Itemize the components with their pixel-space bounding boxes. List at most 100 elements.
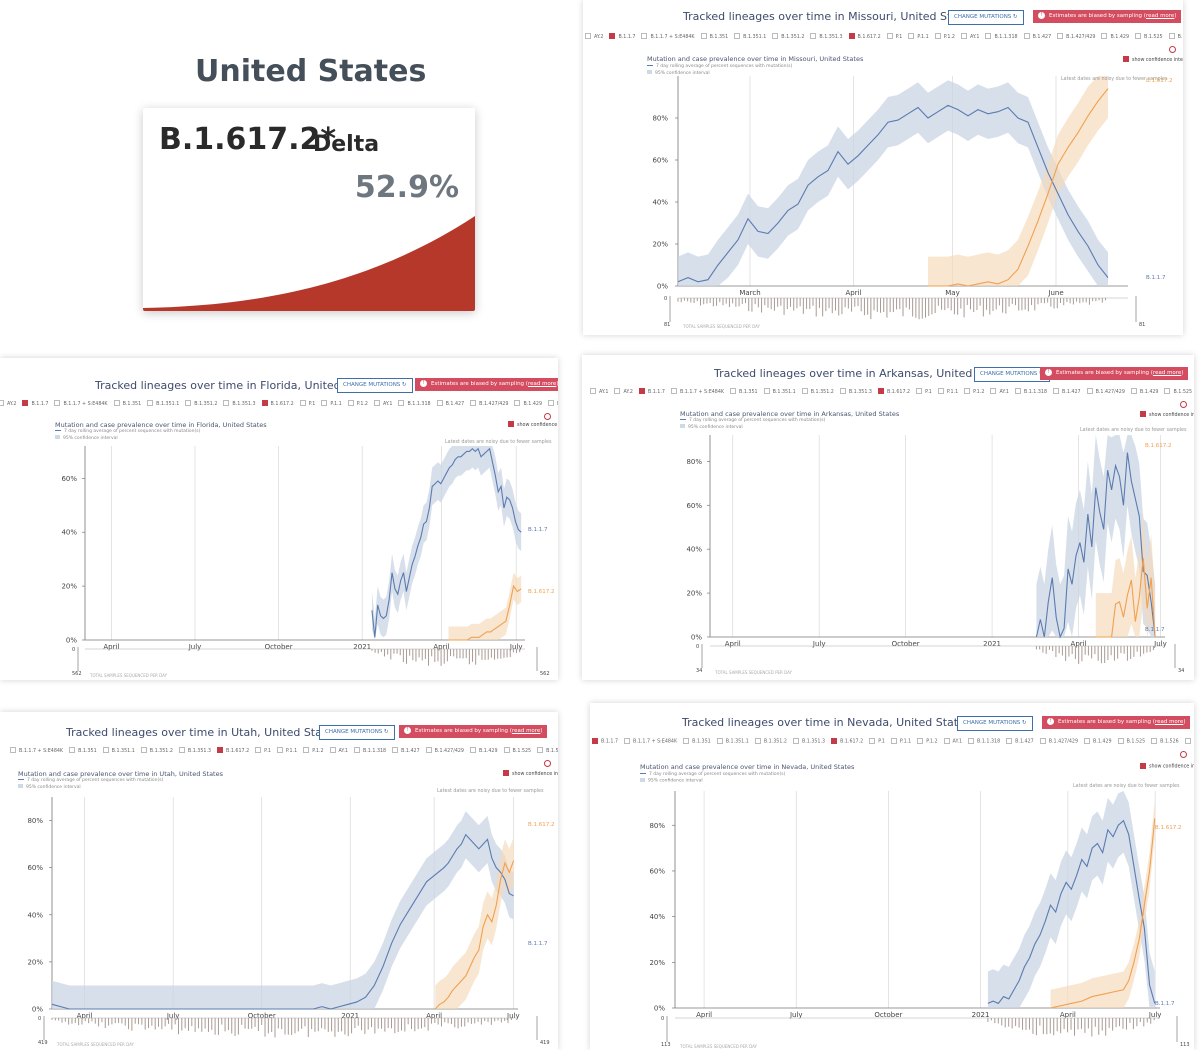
mutation-checkbox[interactable]: B.1.351 — [69, 747, 97, 756]
mutation-checkbox[interactable]: P.1.1 — [276, 747, 297, 756]
mutation-checkbox[interactable]: B.1.429 — [514, 400, 542, 409]
mutation-checkbox[interactable]: B.1.351.2 — [754, 738, 787, 747]
mutation-checkbox[interactable]: B.1.351.3 — [223, 400, 256, 409]
mutation-checkbox[interactable]: P.1.2 — [347, 400, 368, 409]
mutation-checkbox[interactable]: B.1.617.2 — [261, 400, 294, 409]
mutation-checkbox[interactable]: B.1.1.7 + S:E484K — [624, 738, 677, 747]
mutation-checkbox[interactable]: P.1 — [299, 400, 315, 409]
mutation-checkbox[interactable]: B.1.351.2 — [140, 747, 173, 756]
mutation-checkbox[interactable]: B.1.1.7 + S:E484K — [10, 747, 63, 756]
mutation-checkbox[interactable]: B.1.429 — [1084, 738, 1112, 747]
mutation-checkbox[interactable]: B.1.427 — [1053, 388, 1081, 397]
mutation-checkbox[interactable]: B.1.427/429 — [1039, 738, 1078, 747]
mutation-checkbox[interactable]: P.1.2 — [917, 738, 938, 747]
mutation-checkbox[interactable]: B.1.429 — [469, 747, 498, 756]
show-ci-toggle[interactable]: show confidence interval — [1123, 56, 1183, 63]
show-ci-toggle[interactable]: show confidence interval — [508, 421, 558, 428]
mutation-checkbox[interactable]: B.1.351.2 — [185, 400, 217, 409]
mutation-checkbox[interactable]: B.1.617.2 — [831, 738, 863, 747]
mutation-checkbox[interactable]: B.1.429 — [1130, 388, 1158, 397]
zoom-icon[interactable] — [544, 413, 551, 420]
mutation-checkbox[interactable]: P.1 — [869, 738, 885, 747]
mutation-checkbox[interactable]: B.1.351.2 — [801, 388, 834, 397]
mutation-checkbox[interactable]: P.1.2 — [964, 388, 984, 397]
mutation-checkbox[interactable]: B.1.1.7 + S:E484K — [54, 400, 108, 409]
mutation-checkbox[interactable]: B.1.1.318 — [353, 747, 386, 756]
mutation-checkbox[interactable]: AY.1 — [943, 738, 962, 747]
mutation-checkbox[interactable]: AY.2 — [0, 400, 16, 409]
mutation-checkbox[interactable]: P.1.2 — [303, 747, 324, 756]
mutation-checkbox[interactable]: B.1.351.3 — [178, 747, 211, 756]
mutation-checkbox[interactable]: B.1.351.3 — [839, 388, 872, 397]
mutation-checkbox[interactable]: P.1 — [255, 747, 271, 756]
mutation-checkbox[interactable]: B.1.617.2 — [848, 33, 881, 42]
mutation-checkbox[interactable]: P.1.1 — [890, 738, 911, 747]
mutation-checkbox[interactable]: AY.1 — [590, 388, 608, 397]
mutation-checkbox[interactable]: B.1.351.3 — [792, 738, 825, 747]
mutation-checkbox[interactable]: B.1.526 — [1168, 33, 1183, 42]
zoom-icon[interactable] — [1180, 401, 1187, 408]
mutation-checkbox[interactable]: B.1.351.1 — [716, 738, 749, 747]
read-more-link[interactable]: read more — [1154, 719, 1184, 725]
mutation-checkbox[interactable]: P.1.1 — [321, 400, 342, 409]
mutation-checkbox[interactable]: B.1.351.1 — [734, 33, 766, 42]
change-mutations-button[interactable]: CHANGE MUTATIONS ↻ — [957, 716, 1033, 731]
zoom-icon[interactable] — [1169, 46, 1176, 53]
mutation-checkbox[interactable]: B.1.427 — [1023, 33, 1051, 42]
mutation-checkbox[interactable]: B.1.351 — [730, 388, 758, 397]
mutation-checkbox[interactable]: P.1 — [886, 33, 902, 42]
mutation-checkbox[interactable]: AY.1 — [374, 400, 392, 409]
zoom-icon[interactable] — [544, 760, 551, 767]
mutation-checkbox[interactable]: B.1.427 — [1006, 738, 1034, 747]
mutation-checkbox[interactable]: B.1.525 — [1135, 33, 1163, 42]
mutation-checkbox[interactable]: B.1.525 — [1117, 738, 1145, 747]
show-ci-toggle[interactable]: show confidence interval — [1140, 763, 1194, 770]
mutation-checkbox[interactable]: P.1.1 — [937, 388, 958, 397]
mutation-checkbox[interactable]: AY.1 — [961, 33, 979, 42]
mutation-checkbox[interactable]: B.1.525 — [503, 747, 531, 756]
mutation-checkbox[interactable]: P.1.1 — [908, 33, 929, 42]
mutation-checkbox[interactable]: B.1.427 — [436, 400, 464, 409]
read-more-link[interactable]: read more — [1145, 13, 1175, 19]
mutation-checkbox[interactable]: B.1.427 — [392, 747, 420, 756]
mutation-checkbox[interactable]: B.1.427/429 — [425, 747, 464, 756]
mutation-checkbox[interactable]: B.1.1.7 — [592, 738, 618, 747]
mutation-checkbox[interactable]: AY.2 — [585, 33, 603, 42]
zoom-icon[interactable] — [1180, 751, 1187, 758]
mutation-checkbox[interactable]: B.1.351 — [683, 738, 711, 747]
variant-card[interactable]: B.1.617.2* Delta 52.9% — [143, 108, 475, 311]
mutation-checkbox[interactable]: B.1.351.2 — [772, 33, 804, 42]
mutation-checkbox[interactable]: B.1.1.318 — [968, 738, 1000, 747]
mutation-checkbox[interactable]: B.1.525 — [1164, 388, 1192, 397]
mutation-checkbox[interactable]: B.1.351 — [113, 400, 141, 409]
mutation-checkbox[interactable]: AY.1 — [990, 388, 1009, 397]
read-more-link[interactable]: read more — [1152, 370, 1182, 376]
mutation-checkbox[interactable]: B.1.351.1 — [147, 400, 179, 409]
mutation-checkbox[interactable]: B.1.1.7 — [609, 33, 635, 42]
mutation-checkbox[interactable]: B.1.427/429 — [1086, 388, 1125, 397]
mutation-checkbox[interactable]: B.1.617.2 — [877, 388, 910, 397]
change-mutations-button[interactable]: CHANGE MUTATIONS ↻ — [319, 725, 395, 740]
mutation-checkbox[interactable]: B.1.1.7 — [22, 400, 48, 409]
mutation-checkbox[interactable]: B.1.526 — [537, 747, 558, 756]
mutation-checkbox[interactable]: AY.1 — [329, 747, 348, 756]
mutation-checkbox[interactable]: B.1.429 — [1101, 33, 1129, 42]
show-ci-toggle[interactable]: show confidence interval — [503, 770, 558, 777]
read-more-link[interactable]: read more — [527, 381, 557, 387]
mutation-checkbox[interactable]: B.1.525 — [548, 400, 558, 409]
mutation-checkbox[interactable]: B.1.526 — [1151, 738, 1179, 747]
change-mutations-button[interactable]: CHANGE MUTATIONS ↻ — [948, 10, 1024, 25]
change-mutations-button[interactable]: CHANGE MUTATIONS ↻ — [337, 378, 413, 393]
show-ci-toggle[interactable]: show confidence interval — [1140, 411, 1194, 418]
mutation-checkbox[interactable]: B.1.427/429 — [1057, 33, 1095, 42]
mutation-checkbox[interactable]: B.1.1.7 + S:E484K — [641, 33, 695, 42]
mutation-checkbox[interactable]: B.1.1.7 — [638, 388, 665, 397]
mutation-checkbox[interactable]: B.1.1.7 + S:E484K — [670, 388, 724, 397]
mutation-checkbox[interactable]: P.1 — [916, 388, 932, 397]
mutation-checkbox[interactable]: B.1.617.2 — [217, 747, 249, 756]
mutation-checkbox[interactable]: B.1.351.3 — [810, 33, 843, 42]
mutation-checkbox[interactable]: B.1.617.1 — [1184, 738, 1194, 747]
mutation-checkbox[interactable]: B.1.1.318 — [1014, 388, 1047, 397]
mutation-checkbox[interactable]: AY.2 — [614, 388, 633, 397]
mutation-checkbox[interactable]: B.1.1.318 — [985, 33, 1018, 42]
